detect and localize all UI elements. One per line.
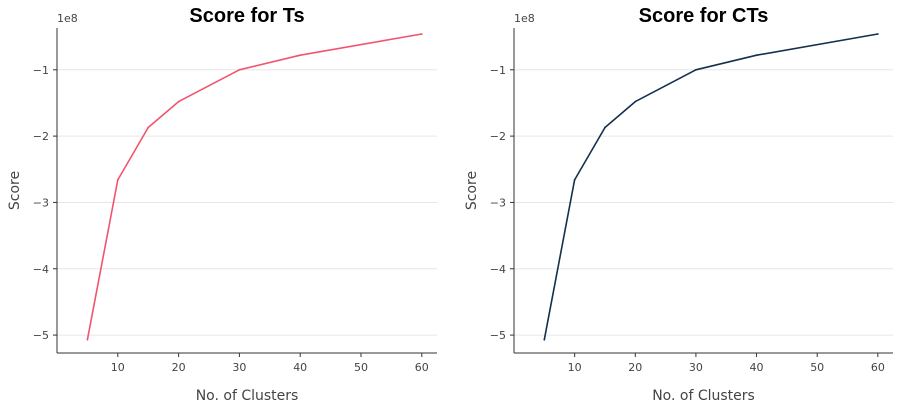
x-axis-label: No. of Clusters <box>652 388 755 404</box>
x-tick-label: 20 <box>172 361 186 374</box>
y-tick-label: −1 <box>490 64 506 77</box>
x-tick-label: 50 <box>810 361 824 374</box>
x-tick-label: 10 <box>568 361 582 374</box>
y-offset-label: 1e8 <box>514 12 535 25</box>
chart-title: Score for CTs <box>639 5 769 27</box>
series-line <box>86 33 422 340</box>
x-tick-label: 60 <box>415 361 429 374</box>
y-tick-label: −4 <box>490 263 506 276</box>
x-tick-label: 10 <box>111 361 125 374</box>
data-point <box>543 338 546 341</box>
y-tick-label: −5 <box>33 329 49 342</box>
chart-title: Score for Ts <box>189 5 304 27</box>
data-point <box>634 100 637 103</box>
data-point <box>755 54 758 57</box>
y-tick-label: −2 <box>33 130 49 143</box>
chart-panel-2: −5 −4 −3 −2 −1 10 20 30 40 50 60 1e8 Score for CTs No… <box>464 5 893 404</box>
data-point <box>299 54 302 57</box>
data-point <box>876 33 879 35</box>
y-tick-label: −1 <box>33 64 49 77</box>
y-axis-label: Score <box>7 171 23 210</box>
series-line <box>543 33 878 340</box>
x-tick-label: 50 <box>354 361 368 374</box>
x-axis-label: No. of Clusters <box>196 388 299 404</box>
data-point <box>604 126 606 129</box>
data-point <box>695 68 697 71</box>
x-tick-label: 30 <box>689 361 703 374</box>
y-tick-label: −3 <box>490 196 506 209</box>
y-tick-label: −2 <box>490 130 506 143</box>
data-point <box>420 33 423 35</box>
data-point <box>86 338 89 341</box>
x-tick-label: 40 <box>750 361 764 374</box>
x-tick-label: 40 <box>293 361 307 374</box>
x-tick-label: 30 <box>232 361 246 374</box>
data-point <box>573 178 576 181</box>
y-tick-label: −4 <box>33 263 49 276</box>
y-offset-label: 1e8 <box>57 12 78 25</box>
y-axis-label: Score <box>464 171 480 210</box>
data-point <box>116 178 119 181</box>
y-tick-label: −3 <box>33 196 49 209</box>
data-point <box>238 68 241 71</box>
x-tick-label: 20 <box>628 361 642 374</box>
data-point <box>147 126 150 129</box>
y-tick-label: −5 <box>490 329 506 342</box>
data-point <box>177 100 180 103</box>
x-tick-label: 60 <box>871 361 885 374</box>
chart-panel-1: −5 −4 −3 −2 −1 10 20 30 40 50 60 1e8 Score for Ts No.… <box>7 5 437 404</box>
